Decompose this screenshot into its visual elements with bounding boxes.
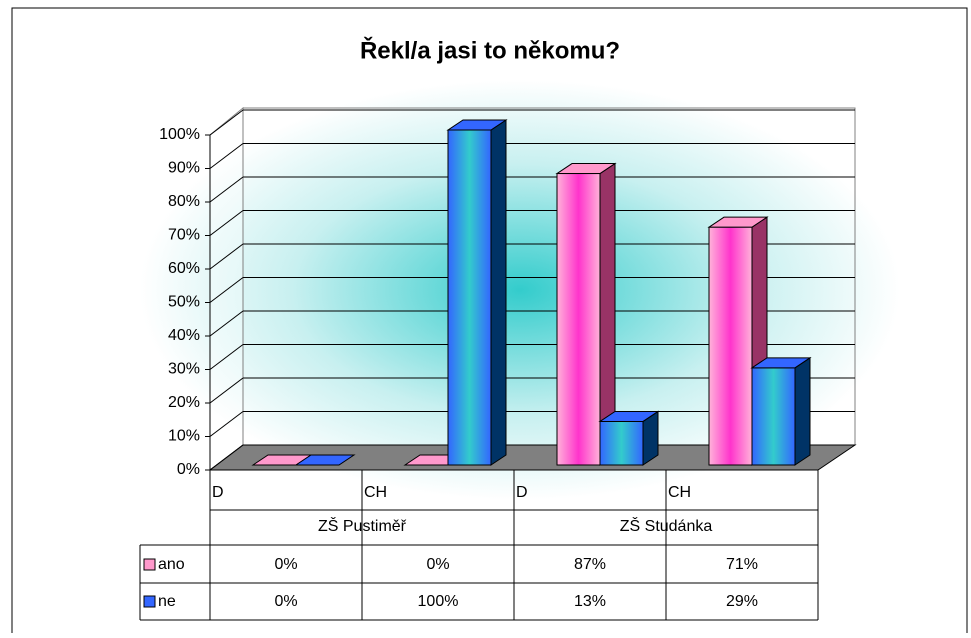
side-grid-line (209, 243, 244, 270)
bar-top (294, 454, 356, 466)
bar-side (490, 119, 507, 466)
bar (555, 162, 617, 466)
y-tick-label: 40% (168, 327, 200, 344)
legend-label: ne (158, 593, 176, 610)
y-tick-label: 20% (168, 394, 200, 411)
category-label: CH (668, 484, 691, 501)
bar-top (750, 357, 812, 369)
legend-swatch (143, 558, 156, 571)
category-label: D (212, 484, 224, 501)
y-tick-label: 30% (168, 361, 200, 378)
table-value: 0% (274, 593, 297, 610)
group-label: ZŠ Pustiměř (318, 516, 407, 535)
side-grid-line (209, 377, 244, 404)
y-tick-label: 10% (168, 428, 200, 445)
y-tick-label: 0% (177, 461, 200, 478)
chart-title: Řekl/a jasi to někomu? (360, 36, 620, 64)
bar-front (751, 367, 796, 466)
bar-front (599, 420, 644, 466)
bar (750, 356, 812, 466)
side-grid-line (209, 444, 244, 471)
bar-side (794, 356, 811, 466)
y-tick-label: 60% (168, 260, 200, 277)
category-label: CH (364, 484, 387, 501)
side-grid-line (209, 277, 244, 303)
group-label: ZŠ Studánka (620, 516, 713, 535)
side-grid-line (209, 143, 244, 169)
table-value: 0% (426, 556, 449, 573)
table-value: 29% (726, 593, 758, 610)
category-label: D (516, 484, 528, 501)
bar (294, 454, 356, 466)
table-value: 71% (726, 556, 758, 573)
legend-swatch (143, 595, 156, 608)
table-value: 87% (574, 556, 606, 573)
bar-top (555, 163, 617, 175)
bar-top (707, 216, 769, 228)
bar-front (556, 173, 601, 466)
bar (446, 119, 508, 466)
y-tick-label: 100% (159, 126, 200, 143)
bar-front (708, 226, 753, 466)
side-grid-line (209, 344, 244, 370)
side-grid-line (209, 109, 244, 136)
side-grid-line (209, 310, 244, 337)
side-grid-line (209, 210, 244, 236)
y-tick-label: 80% (168, 193, 200, 210)
table-value: 100% (418, 593, 459, 610)
bar (598, 410, 660, 466)
table-value: 0% (274, 556, 297, 573)
y-tick-label: 70% (168, 227, 200, 244)
side-grid-line (209, 176, 244, 203)
bar-top (446, 119, 508, 131)
side-grid-line (209, 411, 244, 437)
bar-top (598, 410, 660, 422)
legend-label: ano (158, 556, 185, 573)
bar-front (447, 129, 492, 466)
y-tick-label: 90% (168, 160, 200, 177)
table-value: 13% (574, 593, 606, 610)
y-tick-label: 50% (168, 294, 200, 311)
